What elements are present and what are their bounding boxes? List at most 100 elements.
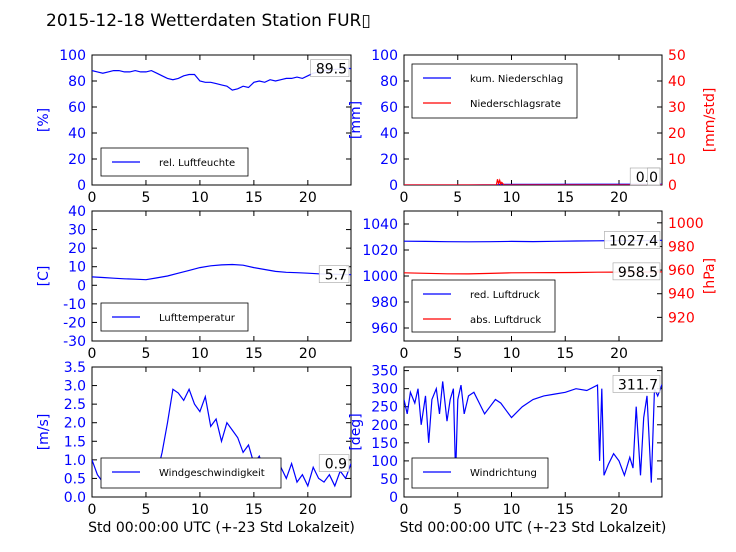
y2-tick-label: 1000	[668, 216, 704, 232]
y2-tick-label: 920	[668, 310, 695, 326]
current-value-label-box	[310, 59, 350, 77]
y2-tick-label: 940	[668, 287, 695, 303]
chart-panel-pressure: 0 5 10 15 20 960 980 1000 1020 1040 920 940 960 980 10…	[362, 210, 718, 362]
x-tick-label: 0	[400, 346, 409, 362]
x-tick-label: 10	[191, 190, 209, 206]
x-tick-label: 20	[610, 190, 628, 206]
x-axis-label: Std 00:00:00 UTC (+-23 Std Lokalzeit)	[400, 520, 667, 536]
x-tick-label: 0	[88, 190, 97, 206]
x-tick-label: 10	[503, 502, 521, 518]
current-value-label: 1027.4	[609, 233, 658, 249]
y-tick-label: 1.0	[64, 453, 86, 469]
x-tick-label: 5	[141, 502, 150, 518]
current-value-label: 5.7	[325, 268, 347, 284]
y-tick-label: 1020	[362, 243, 398, 259]
legend-box	[411, 63, 578, 119]
chart-panel-temperature: 0 5 10 15 20 -30 -20 -10 0 10 20 30 40 [C] 5.7 Lufttemp…	[36, 204, 352, 362]
current-value-label: 89.5	[316, 62, 347, 78]
y-tick-label: 200	[371, 418, 398, 434]
current-value2-label: 958.5	[618, 265, 658, 281]
y2-tick-label: 20	[668, 126, 686, 142]
y-tick-label: 960	[371, 321, 398, 337]
y-tick-label: 3.0	[64, 379, 86, 395]
x-tick-label: 0	[88, 346, 97, 362]
x-tick-label: 15	[556, 502, 574, 518]
y-tick-label: 1040	[362, 217, 398, 233]
legend-label: red. Luftdruck	[470, 290, 540, 301]
plot-frame	[91, 366, 352, 498]
y-tick-label: -10	[63, 297, 86, 313]
y2-axis-label: [mm/std]	[702, 88, 718, 153]
y-tick-label: 300	[371, 382, 398, 398]
chart-panel-humidity: 0 5 10 15 20 0 20 40 60 80 100 [%] 89.5 rel. Luftfeuc…	[36, 48, 352, 206]
x-tick-label: 10	[191, 502, 209, 518]
y-tick-label: 40	[380, 126, 398, 142]
x-tick-label: 10	[191, 346, 209, 362]
y-tick-label: 1.5	[64, 434, 86, 450]
x-tick-label: 0	[400, 190, 409, 206]
current-value-label: 0.9	[325, 457, 347, 473]
current-value-label-box	[318, 265, 350, 284]
y-axis-label: [%]	[36, 108, 52, 132]
y-tick-label: 60	[68, 100, 86, 116]
x-tick-label: 15	[245, 346, 263, 362]
x-tick-label: 15	[245, 502, 263, 518]
y-tick-label: 30	[68, 223, 86, 239]
plot-frame	[403, 366, 663, 498]
legend-label: Windrichtung	[470, 468, 537, 479]
x-tick-label: 5	[453, 190, 462, 206]
x-tick-label: 20	[299, 346, 317, 362]
y-tick-label: 10	[68, 260, 86, 276]
y-tick-label: 150	[371, 436, 398, 452]
x-axis-label: Std 00:00:00 UTC (+-23 Std Lokalzeit)	[88, 520, 355, 536]
y-tick-label: 0	[77, 278, 86, 294]
y-tick-label: 1000	[362, 269, 398, 285]
current-value-label-box	[604, 231, 661, 249]
legend-label: Niederschlagsrate	[470, 99, 561, 110]
x-tick-label: 20	[299, 502, 317, 518]
x-tick-label: 10	[503, 346, 521, 362]
current-value-label: 311.7	[618, 377, 658, 393]
x-tick-label: 15	[556, 190, 574, 206]
y-tick-label: 3.5	[64, 360, 86, 376]
y-tick-label: 40	[68, 204, 86, 220]
y-tick-label: 350	[371, 364, 398, 380]
y-axis-label: [mm]	[348, 101, 364, 139]
y-tick-label: 50	[380, 472, 398, 488]
plot-frame	[91, 54, 352, 186]
y2-tick-label: 10	[668, 152, 686, 168]
plot-frame	[91, 210, 352, 342]
current-value2-label: 0	[649, 170, 658, 186]
series-line-windrichtung	[404, 381, 662, 483]
series-line-lufttemperatur	[92, 263, 351, 281]
y-tick-label: 980	[371, 295, 398, 311]
y-tick-label: 20	[68, 241, 86, 257]
y-tick-label: 20	[380, 152, 398, 168]
legend-box	[100, 457, 282, 489]
y2-tick-label: 40	[668, 74, 686, 90]
x-tick-label: 20	[299, 190, 317, 206]
legend-label: Windgeschwindigkeit	[159, 468, 265, 479]
x-tick-label: 0	[400, 502, 409, 518]
page-title: 2015-12-18 Wetterdaten Station FUR▯	[46, 11, 371, 31]
y-tick-label: 40	[68, 126, 86, 142]
y-axis-label: [m/s]	[36, 414, 52, 451]
x-tick-label: 5	[141, 346, 150, 362]
y-tick-label: 80	[380, 74, 398, 90]
legend-box	[411, 279, 556, 333]
x-tick-label: 15	[245, 190, 263, 206]
legend-label: rel. Luftfeuchte	[159, 158, 235, 169]
y-tick-label: 100	[371, 48, 398, 64]
y2-tick-label: 30	[668, 100, 686, 116]
chart-panel-windspeed: 0 5 10 15 20 0.0 0.5 1.0 1.5 2.0 2.5 3.0 3.5 [m/s] Std…	[36, 360, 355, 536]
y-tick-label: 0.5	[64, 471, 86, 487]
x-tick-label: 5	[453, 346, 462, 362]
y-tick-label: -20	[63, 315, 86, 331]
y-tick-label: 250	[371, 400, 398, 416]
x-tick-label: 20	[610, 502, 628, 518]
chart-panel-precipitation: 0 5 10 15 20 0 20 40 60 80 100 0 10 20 30 40 50 [mm] [mm/s…	[348, 48, 718, 206]
x-tick-label: 5	[453, 502, 462, 518]
